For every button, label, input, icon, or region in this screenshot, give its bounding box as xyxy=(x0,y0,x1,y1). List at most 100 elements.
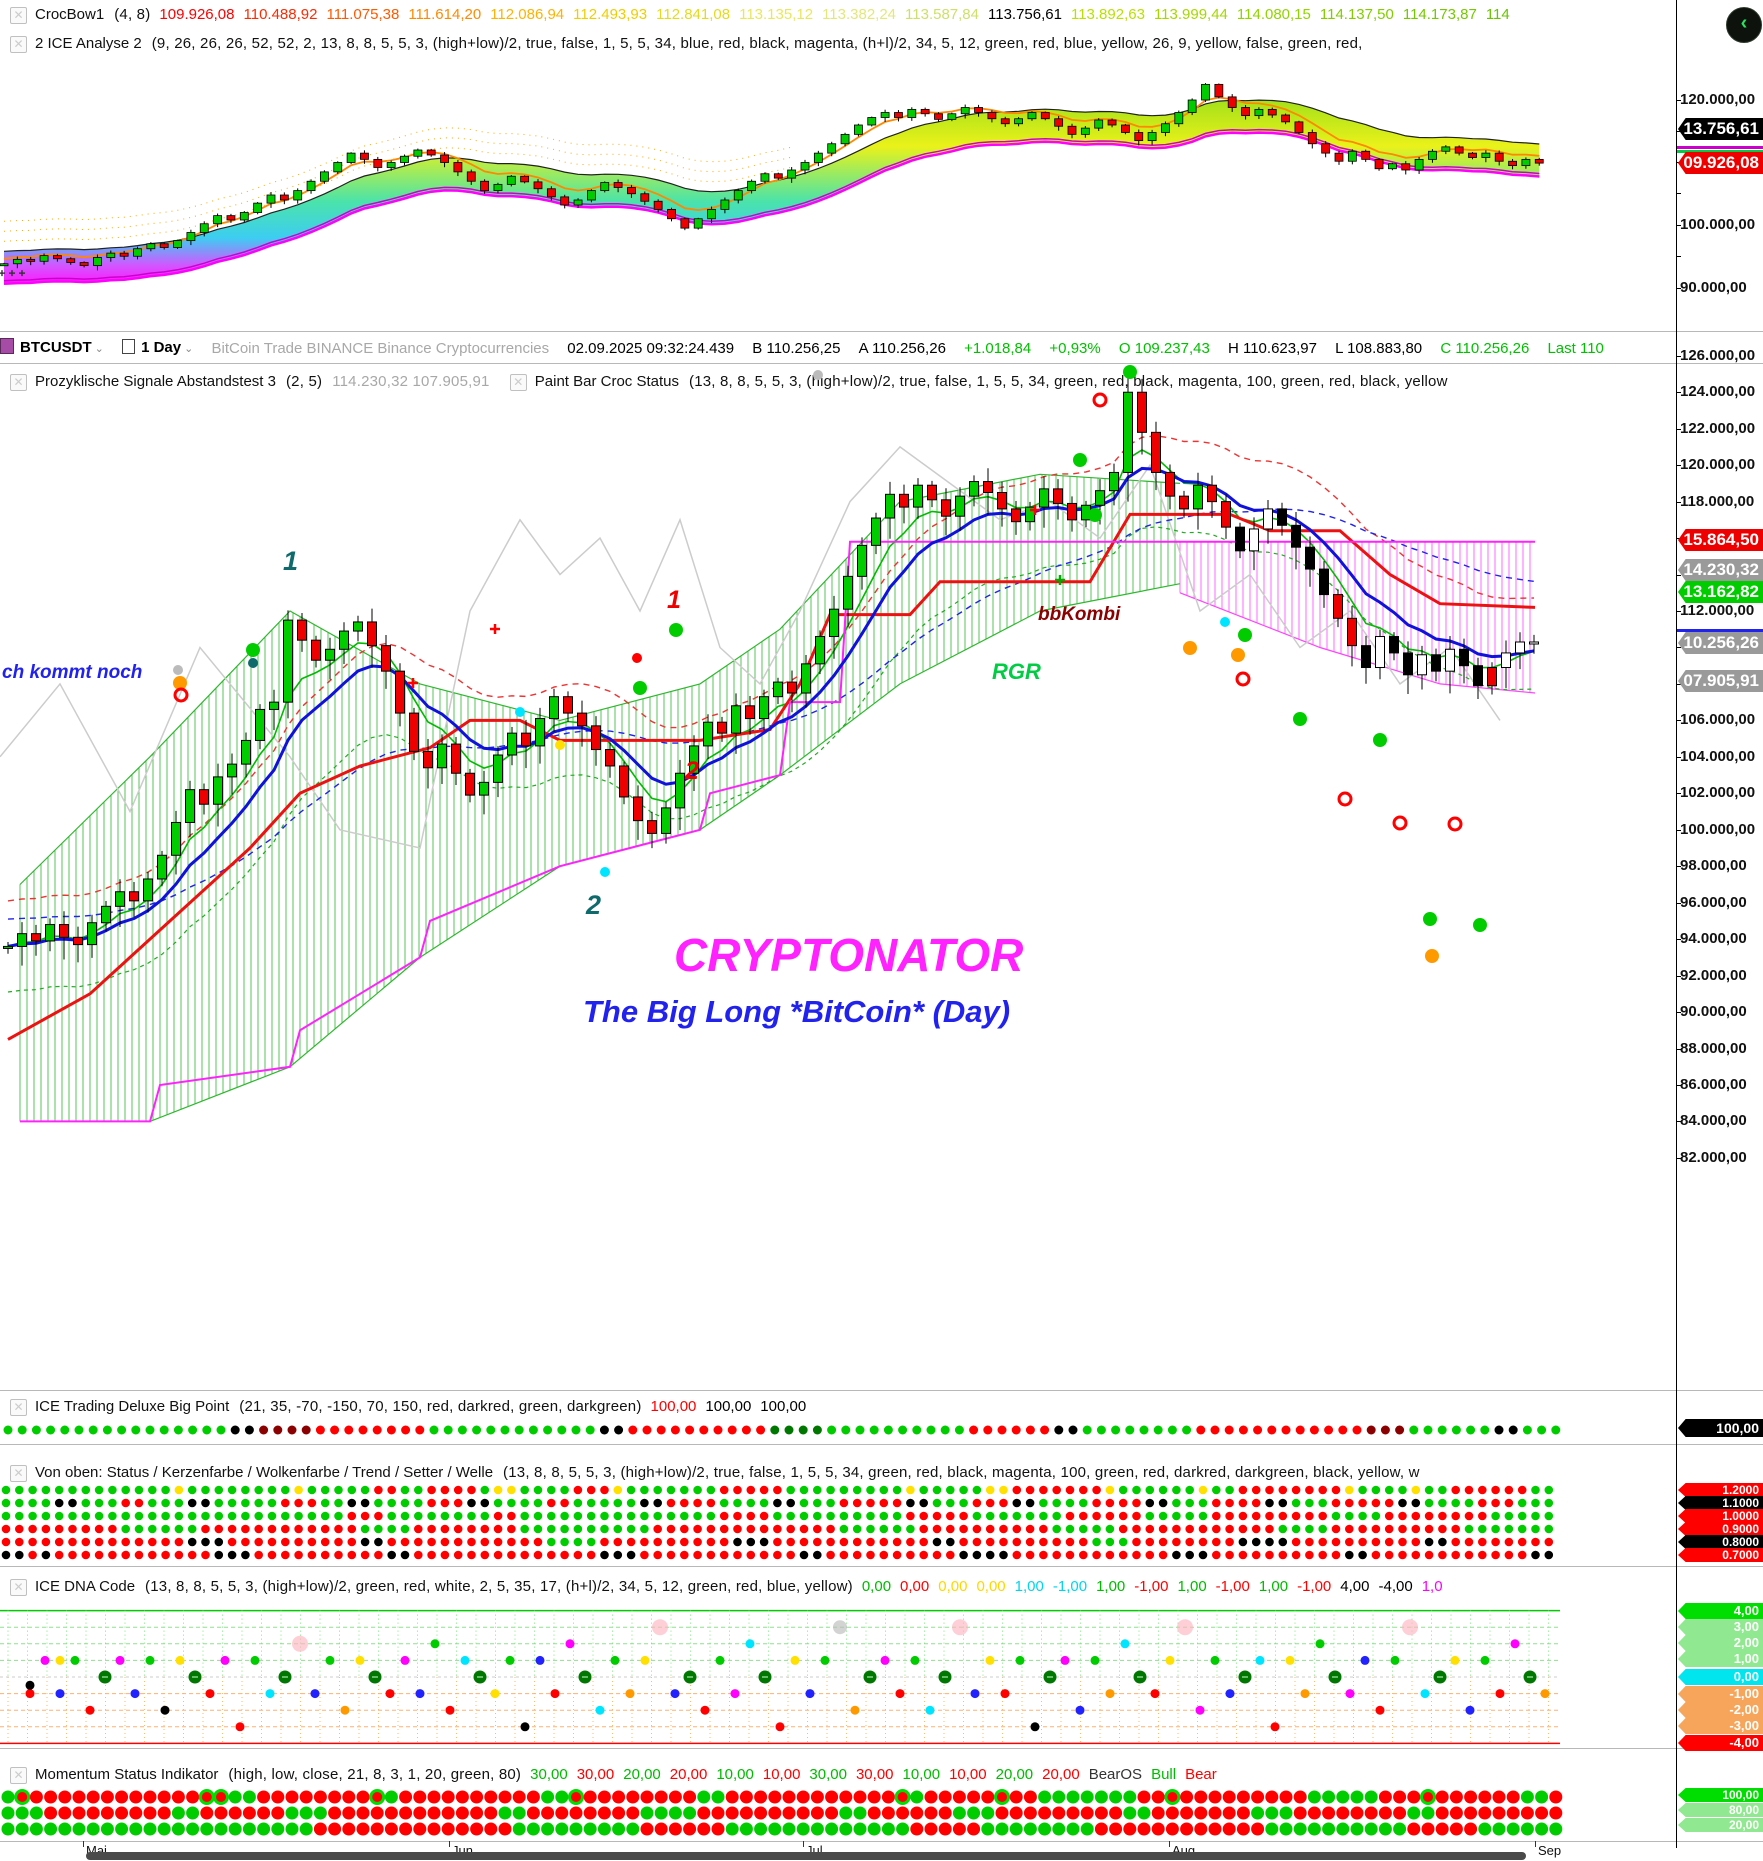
chart-annotation-text: RGR xyxy=(992,659,1041,684)
indicator-value: 1,00 xyxy=(1258,1578,1289,1595)
change-pct-value: +0,93% xyxy=(1049,340,1101,357)
price-tag: 80,00 xyxy=(1678,1803,1763,1817)
axis-tick-label: 94.000,00 xyxy=(1680,930,1747,948)
indicator-value: 1,00 xyxy=(1177,1578,1207,1595)
checkbox-icon[interactable]: ✕ xyxy=(509,373,527,391)
indicator-name: Paint Bar Croc Status xyxy=(534,373,679,390)
indicator-header-crocbow: ✕ CrocBow1 (4, 8) 109.926,08 110.488,92 111.0… xyxy=(0,0,1676,29)
axis-tick-label: 126.000,00 xyxy=(1680,346,1756,364)
indicator-values: 100,00 100,00 100,00 xyxy=(642,1398,807,1415)
indicator-value: 20,00 xyxy=(669,1766,708,1783)
checkbox-icon[interactable]: ✕ xyxy=(10,1766,27,1784)
chart-annotation-text: bbKombi xyxy=(1038,604,1121,625)
indicator-value: 4,00 xyxy=(1340,1578,1370,1595)
open-value: O 109.237,43 xyxy=(1118,340,1210,357)
indicator-value: 1,0 xyxy=(1421,1578,1443,1595)
indicator-value: 0,00 xyxy=(976,1578,1006,1595)
chart-annotation-text: 2 xyxy=(586,890,602,920)
symbol-selector[interactable]: BTCUSDT ⌄ xyxy=(0,338,104,356)
indicator-value: 10,00 xyxy=(949,1766,987,1783)
indicator-name: Prozyklische Signale Abstandstest 3 xyxy=(35,373,276,390)
time-axis-tick xyxy=(83,1841,84,1847)
axis-tick-label: 100.000,00 xyxy=(1680,820,1756,838)
indicator-header-ice-dna: ✕ ICE DNA Code (13, 8, 8, 5, 5, 3, (high+l… xyxy=(0,1572,1676,1601)
price-tag: -4,00 xyxy=(1678,1735,1763,1751)
price-tag: 100,00 xyxy=(1678,1419,1763,1437)
price-tag: 07.905,91 xyxy=(1678,670,1763,692)
panel-divider xyxy=(0,1748,1763,1749)
price-tag: 0,00 xyxy=(1678,1669,1763,1685)
indicator-name: Momentum Status Indikator xyxy=(35,1766,219,1783)
checkbox-icon[interactable]: ✕ xyxy=(10,35,27,53)
main-price-chart[interactable] xyxy=(0,362,1676,1390)
price-tag: -2,00 xyxy=(1678,1702,1763,1718)
indicator-params: (21, 35, -70, -150, 70, 150, red, darkre… xyxy=(239,1398,642,1415)
overview-price-chart[interactable] xyxy=(0,58,1676,332)
indicator-value: 0,00 xyxy=(861,1578,892,1595)
ice-dna-scatter-panel xyxy=(0,1609,1560,1745)
chevron-down-icon: ⌄ xyxy=(94,343,104,355)
panel-divider xyxy=(0,363,1763,364)
axis-tick-label: 98.000,00 xyxy=(1680,857,1747,875)
indicator-value: 112.086,94 xyxy=(490,6,565,23)
indicator-name: 2 ICE Analyse 2 xyxy=(35,35,142,52)
chart-annotation-text: 1 xyxy=(667,586,681,614)
checkbox-icon[interactable]: ✕ xyxy=(10,1398,27,1416)
price-tag: 13.756,61 xyxy=(1678,118,1763,140)
indicator-value: 1,00 xyxy=(1014,1578,1044,1595)
indicator-value: 113.756,61 xyxy=(988,6,1062,23)
price-tag: 3,00 xyxy=(1678,1619,1763,1635)
horizontal-scrollbar-thumb[interactable] xyxy=(86,1852,1526,1860)
indicator-value: 110.488,92 xyxy=(243,6,318,23)
indicator-params: (13, 8, 8, 5, 5, 3, (high+low)/2, green,… xyxy=(145,1578,853,1595)
interval-selector[interactable]: 1 Day ⌄ xyxy=(122,339,193,356)
time-axis-tick xyxy=(449,1841,450,1847)
indicator-value: Bull xyxy=(1151,1766,1177,1783)
indicator-value: -1,00 xyxy=(1215,1578,1250,1595)
indicator-value: 30,00 xyxy=(530,1766,568,1783)
collapse-panel-button[interactable]: ‹ xyxy=(1726,7,1762,43)
indicator-header-prozyklische: ✕ Prozyklische Signale Abstandstest 3 (2, … xyxy=(0,367,1676,396)
price-tag: -1,00 xyxy=(1678,1686,1763,1702)
chart-annotation-text: The Big Long *BitCoin* (Day) xyxy=(583,994,1011,1029)
chevron-down-icon: ⌄ xyxy=(184,343,194,355)
low-value: L 108.883,80 xyxy=(1335,340,1423,357)
last-value: Last 110 xyxy=(1547,340,1604,357)
indicator-value: 1,00 xyxy=(1096,1578,1126,1595)
symbol-color-icon xyxy=(0,338,14,354)
axis-tick-label: 92.000,00 xyxy=(1680,966,1747,984)
indicator-value: 30,00 xyxy=(855,1766,894,1783)
axis-tick-label: 124.000,00 xyxy=(1680,383,1756,401)
indicator-value: 100,00 xyxy=(760,1398,807,1415)
axis-tick-label: 90.000,00 xyxy=(1680,279,1747,296)
checkbox-icon[interactable]: ✕ xyxy=(10,6,27,24)
indicator-params: (2, 5) xyxy=(285,373,323,390)
panel-divider xyxy=(0,1841,1763,1842)
axis-tick-label: 122.000,00 xyxy=(1680,419,1756,437)
price-tag: 14.230,32 xyxy=(1678,559,1763,581)
price-tag: 100,00 xyxy=(1678,1788,1763,1802)
indicator-value: 113.135,12 xyxy=(739,6,814,23)
checkbox-icon[interactable]: ✕ xyxy=(10,373,27,391)
indicator-name: CrocBow1 xyxy=(35,6,105,23)
indicator-value: 114.137,50 xyxy=(1319,6,1394,23)
indicator-value: 113.892,63 xyxy=(1070,6,1145,23)
indicator-value: 20,00 xyxy=(995,1766,1034,1783)
indicator-value: 0,00 xyxy=(938,1578,968,1595)
panel-divider xyxy=(0,331,1763,332)
symbol-toolbar: BTCUSDT ⌄ 1 Day ⌄ BitCoin Trade BINANCE Bi… xyxy=(0,333,1676,362)
price-tag: 0.7000 xyxy=(1678,1548,1763,1562)
high-value: H 110.623,97 xyxy=(1227,340,1317,357)
time-axis-tick xyxy=(803,1841,804,1847)
datetime-value: 02.09.2025 09:32:24.439 xyxy=(567,340,735,357)
price-tag: 20,00 xyxy=(1678,1818,1763,1832)
time-axis-label: Sep xyxy=(1538,1843,1562,1858)
checkbox-icon[interactable]: ✕ xyxy=(10,1578,27,1596)
price-tag: 15.864,50 xyxy=(1678,529,1763,551)
indicator-value: 113.587,84 xyxy=(905,6,979,23)
price-tag: 10.256,26 xyxy=(1678,632,1763,654)
indicator-header-momentum: ✕ Momentum Status Indikator (high, low, cl… xyxy=(0,1760,1676,1789)
checkbox-icon[interactable]: ✕ xyxy=(10,1464,27,1482)
indicator-value: -4,00 xyxy=(1378,1578,1413,1595)
